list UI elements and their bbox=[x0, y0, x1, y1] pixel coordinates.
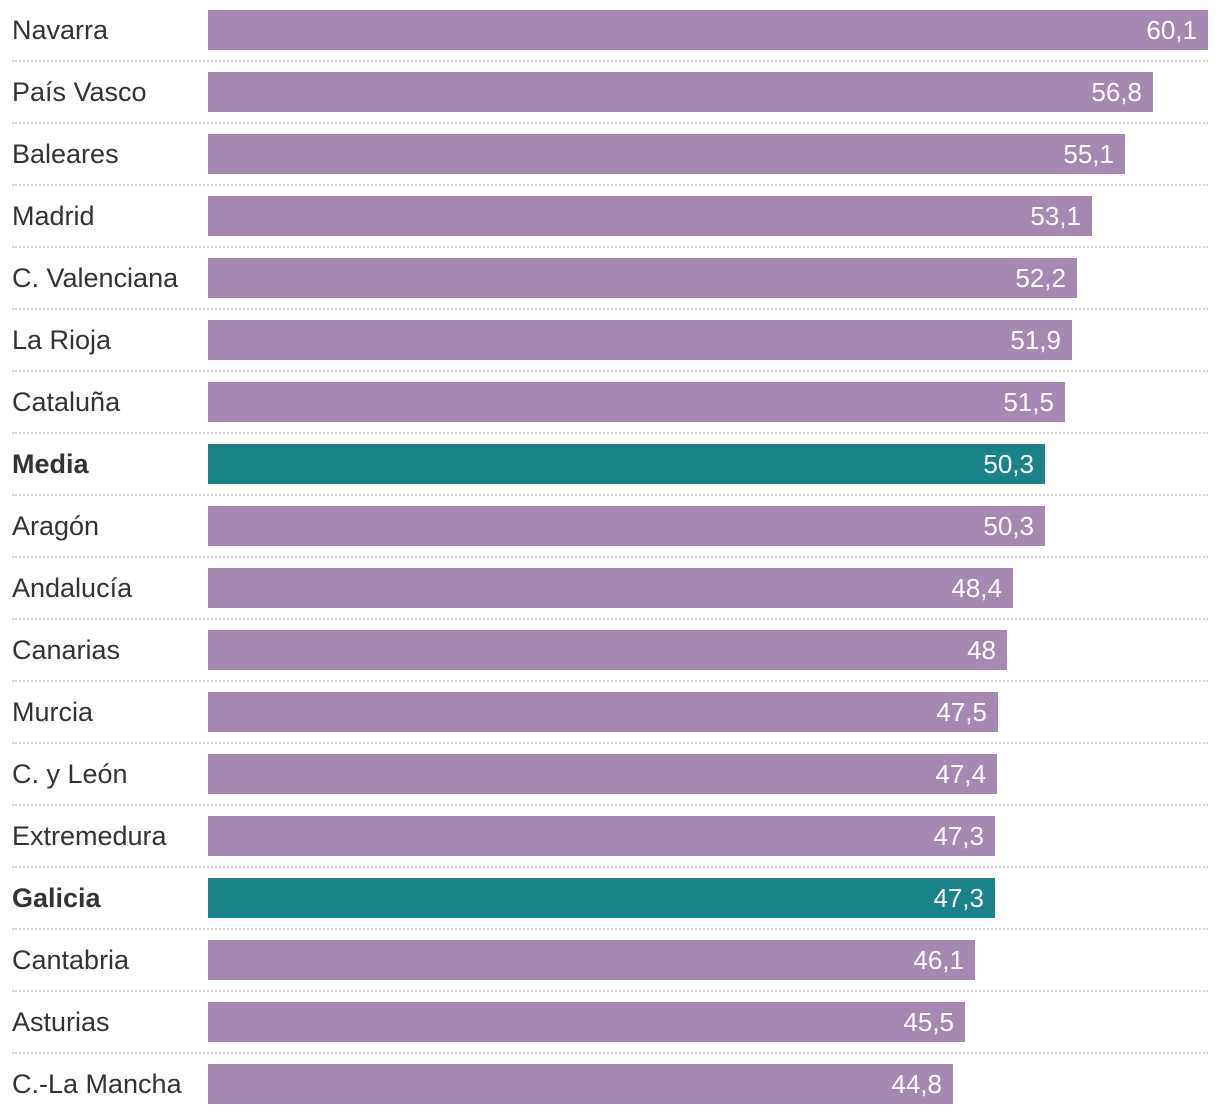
value-label: 52,2 bbox=[1015, 263, 1066, 293]
category-label: C. Valenciana bbox=[12, 263, 179, 293]
value-label: 48 bbox=[967, 635, 996, 665]
value-label: 47,5 bbox=[936, 697, 987, 727]
category-label: Asturias bbox=[12, 1007, 110, 1037]
category-label: Canarias bbox=[12, 635, 121, 665]
bar-row: C. Valenciana 52,2 bbox=[12, 248, 1208, 310]
value-label: 46,1 bbox=[913, 945, 964, 975]
row-divider bbox=[12, 742, 1208, 744]
bar-row: La Rioja 51,9 bbox=[12, 310, 1208, 372]
category-label: Extremedura bbox=[12, 821, 167, 851]
value-label: 56,8 bbox=[1091, 77, 1142, 107]
row-divider bbox=[12, 494, 1208, 496]
value-label: 50,3 bbox=[983, 449, 1034, 479]
row-divider bbox=[12, 556, 1208, 558]
bar: 48 bbox=[208, 630, 1007, 670]
bar: 55,1 bbox=[208, 134, 1125, 174]
bar-row: Aragón 50,3 bbox=[12, 496, 1208, 558]
row-divider bbox=[12, 804, 1208, 806]
row-divider bbox=[12, 1052, 1208, 1054]
category-label: La Rioja bbox=[12, 325, 112, 355]
bar: 47,3 bbox=[208, 816, 995, 856]
row-divider bbox=[12, 60, 1208, 62]
row-divider bbox=[12, 432, 1208, 434]
row-divider bbox=[12, 680, 1208, 682]
row-divider bbox=[12, 928, 1208, 930]
highlighted-bar: 50,3 bbox=[208, 444, 1045, 484]
value-label: 44,8 bbox=[891, 1069, 942, 1099]
row-divider bbox=[12, 308, 1208, 310]
bar: 50,3 bbox=[208, 506, 1045, 546]
row-divider bbox=[12, 866, 1208, 868]
bar-row: Baleares 55,1 bbox=[12, 124, 1208, 186]
value-label: 60,1 bbox=[1146, 15, 1197, 45]
category-label: Andalucía bbox=[12, 573, 133, 603]
bar: 48,4 bbox=[208, 568, 1013, 608]
value-label: 53,1 bbox=[1030, 201, 1081, 231]
category-label: Murcia bbox=[12, 697, 94, 727]
bar: 53,1 bbox=[208, 196, 1092, 236]
category-label: Navarra bbox=[12, 15, 109, 45]
bar-row: Galicia 47,3 bbox=[12, 868, 1208, 930]
row-divider bbox=[12, 184, 1208, 186]
value-label: 47,4 bbox=[935, 759, 986, 789]
highlighted-bar: 47,3 bbox=[208, 878, 995, 918]
category-label: Cataluña bbox=[12, 387, 121, 417]
value-label: 48,4 bbox=[951, 573, 1002, 603]
bar: 47,5 bbox=[208, 692, 998, 732]
category-label: Baleares bbox=[12, 139, 119, 169]
bar-row: Media 50,3 bbox=[12, 434, 1208, 496]
bar-row: Extremedura 47,3 bbox=[12, 806, 1208, 868]
bar: 60,1 bbox=[208, 10, 1208, 50]
bar: 51,9 bbox=[208, 320, 1072, 360]
category-label: Cantabria bbox=[12, 945, 130, 975]
row-divider bbox=[12, 246, 1208, 248]
bar: 56,8 bbox=[208, 72, 1153, 112]
row-divider bbox=[12, 122, 1208, 124]
bar: 51,5 bbox=[208, 382, 1065, 422]
bar: 47,4 bbox=[208, 754, 997, 794]
category-label: Madrid bbox=[12, 201, 95, 231]
bar-row: Navarra 60,1 bbox=[12, 0, 1208, 62]
row-divider bbox=[12, 990, 1208, 992]
value-label: 47,3 bbox=[933, 883, 984, 913]
value-label: 55,1 bbox=[1063, 139, 1114, 169]
bar-row: Murcia 47,5 bbox=[12, 682, 1208, 744]
value-label: 50,3 bbox=[983, 511, 1034, 541]
category-label: Galicia bbox=[12, 883, 101, 913]
bar: 52,2 bbox=[208, 258, 1077, 298]
bar: 44,8 bbox=[208, 1064, 953, 1104]
row-divider bbox=[12, 370, 1208, 372]
bar-row: Madrid 53,1 bbox=[12, 186, 1208, 248]
bar-row: C.-La Mancha 44,8 bbox=[12, 1054, 1208, 1116]
category-label: Aragón bbox=[12, 511, 100, 541]
bar-row: Asturias 45,5 bbox=[12, 992, 1208, 1054]
value-label: 47,3 bbox=[933, 821, 984, 851]
row-divider bbox=[12, 618, 1208, 620]
bar-row: Andalucía 48,4 bbox=[12, 558, 1208, 620]
bar-row: Cataluña 51,5 bbox=[12, 372, 1208, 434]
bar: 46,1 bbox=[208, 940, 975, 980]
bar-row: Cantabria 46,1 bbox=[12, 930, 1208, 992]
bar: 45,5 bbox=[208, 1002, 965, 1042]
value-label: 51,5 bbox=[1003, 387, 1054, 417]
category-label: C. y León bbox=[12, 759, 128, 789]
category-label: Media bbox=[12, 449, 89, 479]
bar-row: Canarias 48 bbox=[12, 620, 1208, 682]
value-label: 45,5 bbox=[903, 1007, 954, 1037]
bar-row: C. y León 47,4 bbox=[12, 744, 1208, 806]
category-label: País Vasco bbox=[12, 77, 147, 107]
value-label: 51,9 bbox=[1010, 325, 1061, 355]
category-label: C.-La Mancha bbox=[12, 1069, 182, 1099]
bar-row: País Vasco 56,8 bbox=[12, 62, 1208, 124]
